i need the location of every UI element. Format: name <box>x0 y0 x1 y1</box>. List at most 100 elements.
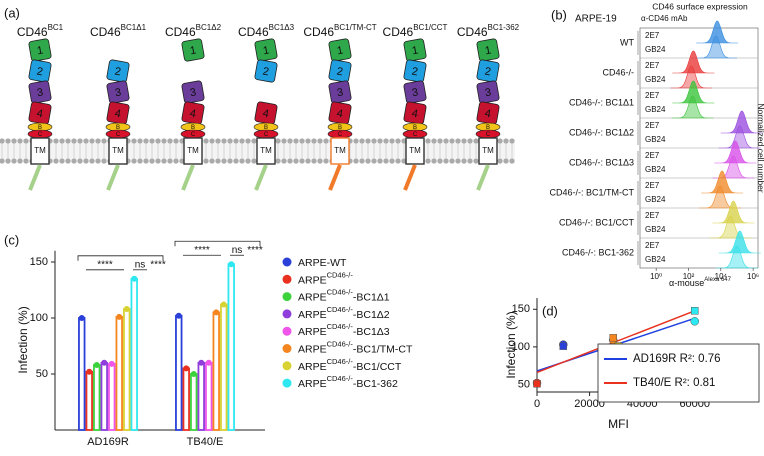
panel-label: (b) <box>551 7 567 22</box>
bar <box>130 277 138 431</box>
bar <box>205 361 213 431</box>
group-label: WT <box>620 37 634 47</box>
antibody-label: 2E7 <box>645 181 660 190</box>
panel-label: (d) <box>542 303 558 318</box>
domain-box <box>328 59 352 83</box>
significance: **** <box>247 245 263 256</box>
x-axis-label: α-mouseAlexa 647 <box>669 277 732 289</box>
tm-box <box>478 137 498 165</box>
domain: 3 <box>181 80 205 104</box>
domain: 2 <box>254 59 278 83</box>
antibody-label: GB24 <box>645 225 666 234</box>
lipid-head <box>317 158 323 164</box>
significance: ns <box>135 259 146 270</box>
bar-point <box>108 360 115 367</box>
lipid-head <box>101 138 107 144</box>
stalk-label: C <box>191 132 196 138</box>
bracket <box>174 240 261 247</box>
lipid-head <box>455 158 461 164</box>
lipid-head <box>137 138 143 144</box>
construct-label-part: CD46 <box>383 25 414 39</box>
lipid-head <box>383 138 389 144</box>
domain-label: 2 <box>336 65 344 78</box>
legend-label-part: -BC1/CCT <box>353 361 402 373</box>
legend-label-part: ARPE-WT <box>298 257 347 269</box>
tail <box>403 164 417 191</box>
lipid-head <box>395 158 401 164</box>
lipid-head <box>11 158 17 164</box>
domain-box <box>476 38 500 62</box>
domain: 1 <box>28 38 52 62</box>
chart-title: CD46 surface expression <box>652 1 748 11</box>
tm-box <box>405 137 425 165</box>
lipid-head <box>77 158 83 164</box>
histogram <box>670 65 713 89</box>
bracket <box>77 255 164 261</box>
domain-box <box>328 38 352 62</box>
legend-box <box>597 343 760 403</box>
domain: 1 <box>476 38 500 62</box>
domain-label: 4 <box>411 107 419 120</box>
stalk-label: B <box>116 125 120 131</box>
lipid-head <box>53 138 59 144</box>
domain-box <box>403 38 427 62</box>
construct-label-part: CD46 <box>17 25 48 39</box>
antibody-label: GB24 <box>645 255 666 264</box>
bar-point <box>190 371 197 377</box>
histogram <box>672 80 715 104</box>
domain-label: 1 <box>189 44 197 57</box>
histogram <box>671 95 714 119</box>
lipid-head <box>143 138 149 144</box>
bar-point <box>101 359 108 366</box>
legend-label-part: ARPE <box>298 274 327 286</box>
x-tick-label: 10⁶ <box>747 272 759 281</box>
lipid-head <box>203 138 209 144</box>
lipid-head <box>467 138 473 144</box>
construct-label-part: BC1/TM-CT <box>334 23 377 32</box>
lipid-head <box>167 138 173 144</box>
antibody-label: 2E7 <box>645 121 660 130</box>
lipid-head <box>275 138 281 144</box>
lipid-head <box>437 158 443 164</box>
x-tick-label: 10⁴ <box>715 272 728 281</box>
legend-label-part: ARPE <box>298 326 327 338</box>
domain-label: 2 <box>262 65 270 78</box>
legend-label-part: CD46-/- <box>327 322 354 331</box>
domain: 1 <box>181 38 205 62</box>
legend-label: ARPECD46-/- <box>298 270 353 286</box>
domain-label: 3 <box>336 86 344 99</box>
lipid-head <box>323 138 329 144</box>
construct-label-part: CD46 <box>165 25 196 39</box>
domain-box <box>476 80 500 104</box>
domain: 3 <box>328 80 352 104</box>
tm-label: TM <box>34 146 46 155</box>
domain: 4 <box>254 101 278 125</box>
domain-box <box>28 38 52 62</box>
significance: **** <box>194 245 210 256</box>
stalk-label: B <box>338 125 342 131</box>
legend-label: ARPE-WT <box>298 257 347 269</box>
lipid-head <box>293 158 299 164</box>
lipid-head <box>467 158 473 164</box>
domain-label: 4 <box>262 107 270 120</box>
domain: 3 <box>476 80 500 104</box>
bar-point <box>205 359 212 366</box>
construct-label-part: BC1Δ3 <box>269 23 295 32</box>
legend-marker <box>282 257 292 267</box>
domain-box <box>28 59 52 83</box>
group-label: CD46-/- <box>602 67 634 77</box>
histogram <box>709 215 752 239</box>
lipid-head <box>95 138 101 144</box>
construct-label-part: BC1 <box>48 23 64 32</box>
panel-label: (c) <box>4 232 19 247</box>
lipid-head <box>473 138 479 144</box>
lipid-head <box>425 138 431 144</box>
domain-label: 1 <box>484 44 492 57</box>
group-label: CD46-/-: BC1Δ1 <box>569 97 634 107</box>
lipid-head <box>371 138 377 144</box>
lipid-head <box>311 138 317 144</box>
lipid-head <box>11 138 17 144</box>
construct-label-part: CD46 <box>303 25 334 39</box>
bar <box>220 303 228 431</box>
